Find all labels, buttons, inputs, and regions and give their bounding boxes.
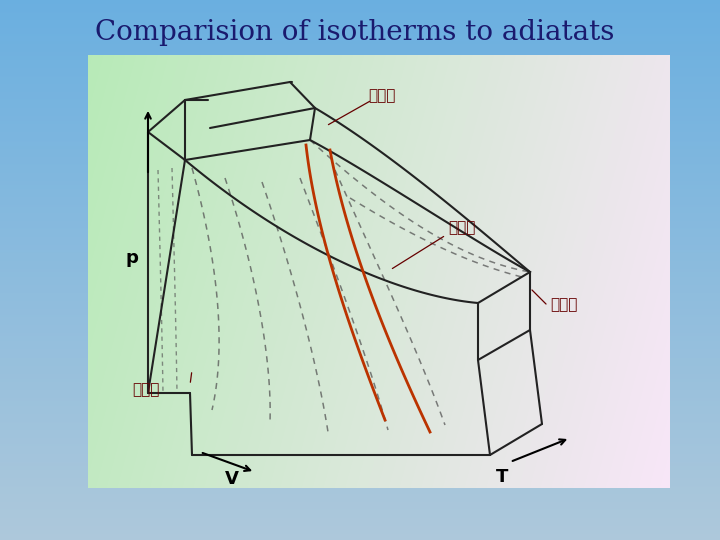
Text: T: T — [496, 468, 508, 486]
Text: Comparision of isotherms to adiatats: Comparision of isotherms to adiatats — [95, 18, 615, 45]
Text: p: p — [125, 249, 138, 267]
Text: 给热线: 给热线 — [448, 220, 475, 235]
Text: 等压线: 等压线 — [368, 89, 395, 104]
Text: V: V — [225, 470, 239, 488]
Text: 等温线: 等温线 — [132, 382, 159, 397]
Text: 等容线: 等容线 — [550, 298, 577, 313]
